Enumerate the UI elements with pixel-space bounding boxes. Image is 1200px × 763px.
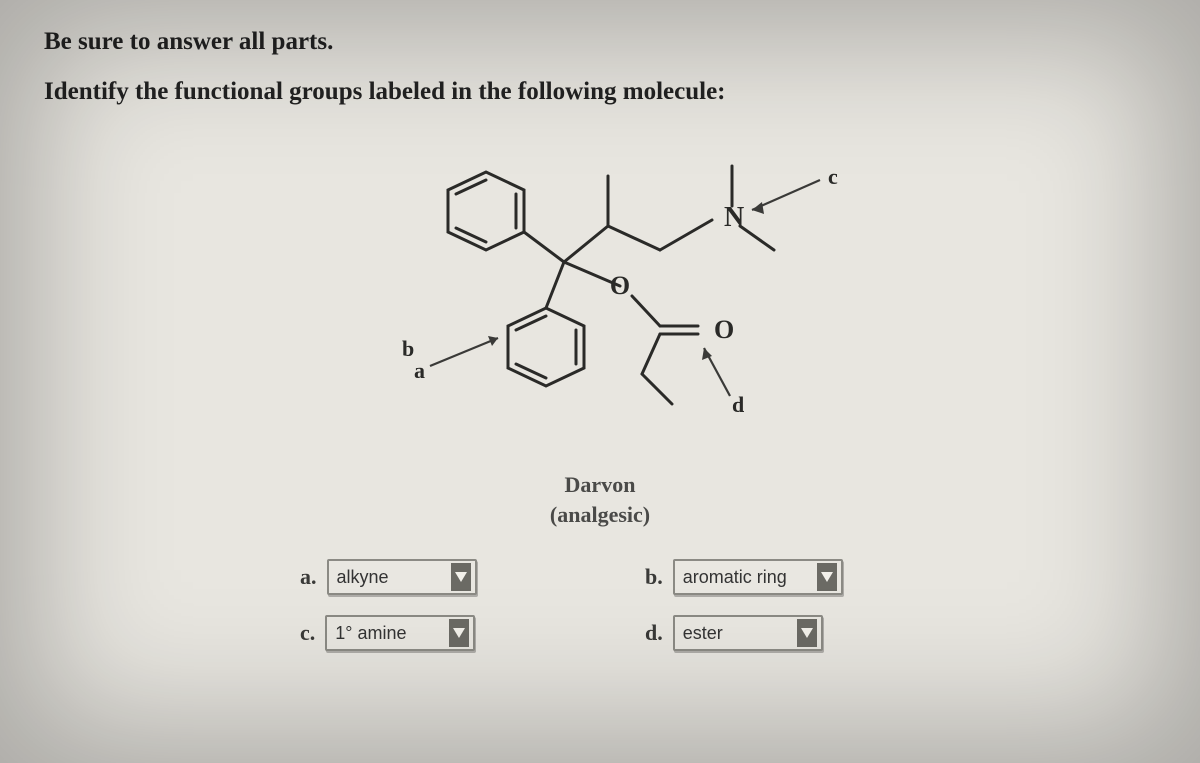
dropdown-c-value: 1° amine: [335, 623, 406, 644]
question-page: Be sure to answer all parts. Identify th…: [0, 0, 1200, 671]
answer-a-row: a. alkyne: [300, 559, 555, 595]
answer-c-row: c. 1° amine: [300, 615, 555, 651]
molecule-caption: Darvon (analgesic): [44, 470, 1156, 529]
dropdown-b-value: aromatic ring: [683, 567, 787, 588]
answer-c-label: c.: [300, 620, 315, 646]
pointer-a: a: [414, 336, 498, 383]
label-b: b: [402, 336, 414, 361]
svg-text:d: d: [732, 392, 744, 417]
chevron-down-icon: [449, 619, 469, 647]
molecule-figure: O O N: [320, 116, 880, 476]
dropdown-a-value: alkyne: [337, 567, 389, 588]
dropdown-d-value: ester: [683, 623, 723, 644]
dropdown-b[interactable]: aromatic ring: [673, 559, 843, 595]
dropdown-a[interactable]: alkyne: [327, 559, 477, 595]
pointer-d: d: [702, 348, 744, 417]
dropdown-c[interactable]: 1° amine: [325, 615, 475, 651]
pointer-c: c: [752, 164, 838, 214]
atom-O1: O: [610, 271, 630, 300]
molecule-svg: O O N: [320, 116, 880, 476]
answer-d-label: d.: [645, 620, 663, 646]
instruction-bold: Be sure to answer all parts.: [44, 28, 1156, 56]
benzene-ring-upper: [448, 172, 524, 250]
chevron-down-icon: [451, 563, 471, 591]
molecule-subtitle: (analgesic): [44, 500, 1156, 530]
answer-b-label: b.: [645, 564, 663, 590]
chevron-down-icon: [817, 563, 837, 591]
svg-text:a: a: [414, 358, 425, 383]
benzene-ring-lower: [508, 308, 584, 386]
dropdown-d[interactable]: ester: [673, 615, 823, 651]
answer-b-row: b. aromatic ring: [645, 559, 900, 595]
question-prompt: Identify the functional groups labeled i…: [44, 78, 1156, 106]
chevron-down-icon: [797, 619, 817, 647]
svg-text:c: c: [828, 164, 838, 189]
answer-d-row: d. ester: [645, 615, 900, 651]
figure-wrap: O O N: [44, 116, 1156, 476]
answer-a-label: a.: [300, 564, 317, 590]
atom-O2: O: [714, 315, 734, 344]
answers-grid: a. alkyne b. aromatic ring c. 1° amine: [300, 559, 900, 651]
